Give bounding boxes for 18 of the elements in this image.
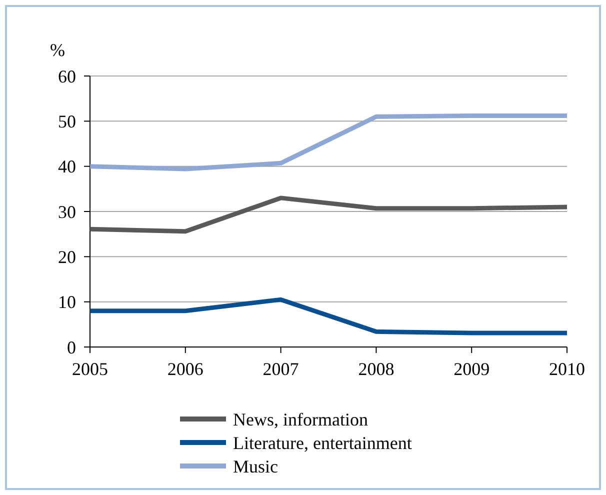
legend-label: News, information [233, 409, 368, 430]
y-tick-label: 20 [58, 246, 76, 267]
x-tick-label: 2009 [454, 359, 490, 379]
y-tick-label: 10 [58, 292, 76, 312]
y-tick-label: 30 [58, 202, 76, 222]
x-tick-label: 2008 [358, 359, 394, 379]
x-tick-label: 2010 [549, 359, 585, 379]
x-tick-label: 2007 [262, 359, 299, 379]
x-tick-label: 2006 [167, 359, 204, 379]
x-tick-label: 2005 [72, 359, 108, 379]
y-tick-label: 50 [58, 111, 76, 132]
legend-label: Literature, entertainment [233, 432, 412, 453]
y-tick-label: 40 [58, 156, 76, 177]
line-series [88, 196, 570, 234]
legend-label: Music [233, 456, 278, 476]
y-tick-label: 60 [58, 66, 76, 86]
y-axis-title: % [50, 40, 65, 60]
y-tick-label: 0 [67, 337, 76, 358]
